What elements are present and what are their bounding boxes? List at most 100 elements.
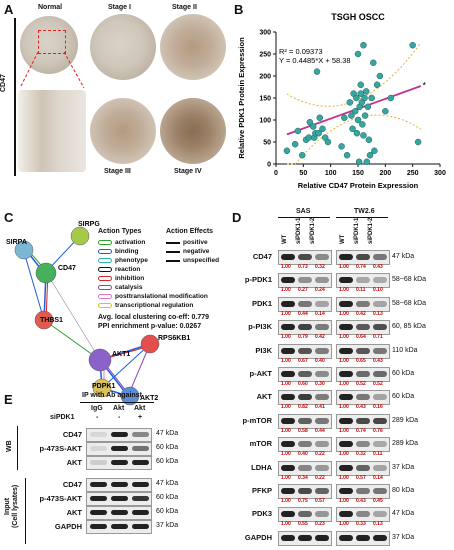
- e-blot-strip: [86, 492, 152, 506]
- blot-strip: [278, 343, 332, 359]
- action-type-swatch: [98, 276, 112, 281]
- quantification-value: 0.45: [373, 498, 383, 504]
- blot-strip: [278, 296, 332, 312]
- blot-band: [339, 324, 353, 331]
- blot-strip: [278, 250, 332, 265]
- quantification-value: 0.24: [315, 287, 325, 294]
- y-tick-label: 300: [259, 30, 271, 37]
- blot-band: [356, 417, 370, 424]
- y-tick-label: 50: [263, 140, 271, 147]
- quantification-value: 1.00: [339, 521, 349, 528]
- e-blot-band: [90, 524, 107, 529]
- blot-band: [281, 324, 295, 331]
- blot-band: [315, 347, 329, 354]
- group-tw26-line: [336, 217, 388, 218]
- quantification-value: 0.44: [315, 427, 325, 434]
- quantification-value: 1.00: [281, 381, 291, 387]
- zoom-box: [38, 30, 66, 54]
- data-point: [355, 158, 363, 166]
- data-point: [373, 81, 381, 89]
- quantification-value: 0.10: [373, 287, 383, 294]
- blot-band: [298, 511, 312, 518]
- quantification-value: 0.76: [373, 427, 383, 434]
- data-point: [360, 132, 367, 139]
- blot-band: [315, 300, 329, 307]
- y-tick-label: 0: [267, 162, 271, 169]
- blot-band: [356, 464, 370, 471]
- x-tick-label: 0: [274, 170, 278, 177]
- e-row-label: p-473S-AKT: [39, 494, 82, 503]
- blot-band: [339, 417, 353, 424]
- wb-bar: [17, 426, 18, 470]
- quantification-value: 0.79: [298, 334, 308, 341]
- quantification-value: 0.14: [373, 474, 383, 481]
- blot-band: [356, 394, 370, 401]
- quantification-value: 0.73: [298, 264, 308, 270]
- e-row-label: CD47: [62, 480, 82, 489]
- ip-header-line: [80, 402, 154, 403]
- sipdk1-lane3: +: [138, 414, 143, 421]
- ihc-stage4: [160, 98, 226, 164]
- e-blot-band: [111, 524, 128, 529]
- lane-label: siPDK1-2: [310, 217, 316, 244]
- blot-band: [315, 371, 329, 377]
- action-types-list: activation binding phenotype reaction inhibi…: [98, 238, 218, 310]
- data-point: [353, 94, 360, 102]
- node-thbs1: THBS1: [40, 317, 63, 324]
- action-type-label: phenotype: [115, 257, 148, 264]
- blot-band: [373, 394, 387, 401]
- blot-band: [298, 464, 312, 471]
- lane-label: siPDK1-1: [354, 217, 360, 244]
- action-type-swatch: [98, 303, 112, 308]
- blot-kda: 60 kDa: [392, 370, 415, 377]
- blot-band: [298, 534, 312, 541]
- e-blot-strip: [86, 442, 152, 456]
- data-point: [338, 143, 345, 150]
- blot-strip: [336, 413, 390, 429]
- quantification-value: 0.75: [298, 498, 308, 504]
- quantification-value: 1.00: [281, 521, 291, 528]
- group-sas-line: [278, 217, 330, 218]
- node-cd47: CD47: [58, 265, 76, 272]
- panel-b-label: B: [234, 2, 244, 17]
- blot-band: [356, 254, 370, 260]
- r-squared: R² = 0.09373: [279, 47, 323, 56]
- e-row-kda: 60 kDa: [156, 508, 179, 515]
- bottom-label-stage4: Stage IV: [174, 168, 202, 175]
- action-types-title: Action Types: [98, 228, 142, 235]
- quantification-value: 0.41: [315, 404, 325, 411]
- blot-kda: 60 kDa: [392, 393, 415, 401]
- blot-band: [315, 324, 329, 331]
- quantification-value: 0.43: [373, 357, 383, 364]
- quantification-value: 1.00: [339, 287, 349, 294]
- data-point: [409, 41, 416, 49]
- blot-band: [373, 371, 387, 377]
- action-effect-item: positive: [166, 238, 236, 247]
- action-type-label: activation: [115, 239, 146, 246]
- quantification-value: 0.44: [298, 310, 308, 317]
- x-tick-label: 200: [379, 170, 391, 177]
- e-row-kda: 37 kDa: [156, 522, 179, 529]
- quantification-value: 1.00: [281, 264, 291, 270]
- e-blot-strip: [86, 456, 152, 470]
- data-point: [361, 94, 368, 102]
- x-tick-label: 300: [434, 170, 446, 177]
- quantification-value: 0.43: [356, 498, 366, 504]
- blot-band: [356, 324, 370, 331]
- input-label: Input (Cell lysates): [4, 484, 19, 528]
- action-effect-item: negative: [166, 247, 236, 256]
- e-blot-band: [90, 446, 107, 451]
- blot-band: [298, 488, 312, 494]
- data-point: [354, 116, 362, 124]
- e-blot-band: [132, 510, 149, 515]
- e-blot-band: [132, 496, 149, 501]
- blot-band: [298, 300, 312, 307]
- blot-band: [356, 300, 370, 307]
- data-point: [291, 140, 299, 148]
- data-point: [346, 99, 354, 106]
- data-point: [376, 72, 384, 80]
- col-label-normal: Normal: [38, 4, 63, 11]
- blot-band: [298, 277, 312, 284]
- blot-kda: 80 kDa: [392, 487, 415, 494]
- blot-strip: [336, 273, 390, 289]
